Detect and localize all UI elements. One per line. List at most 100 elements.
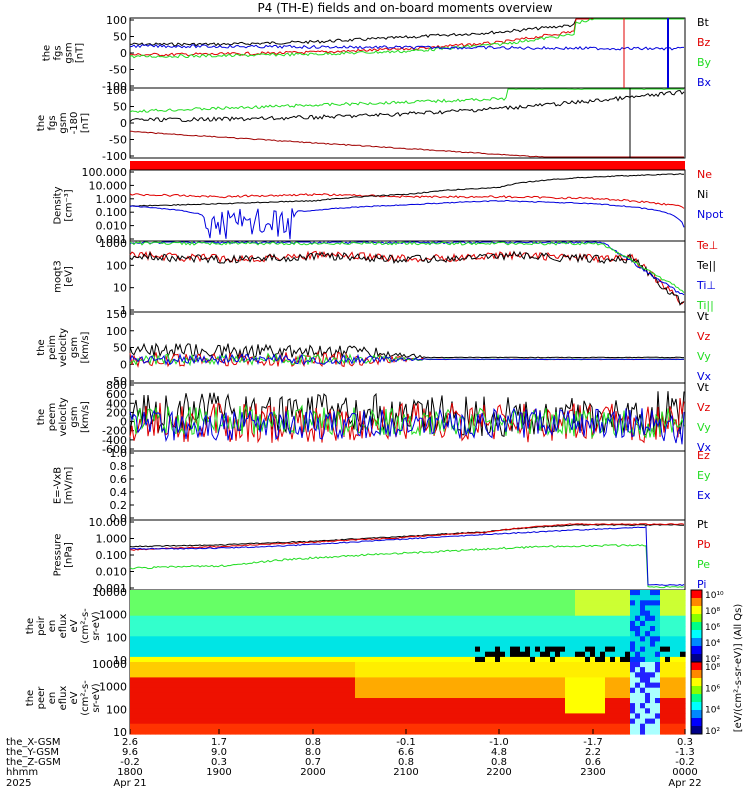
spectrogram-cell-electron [430, 687, 436, 694]
spectrogram-cell-ion [155, 626, 161, 632]
spectrogram-cell-electron [340, 703, 346, 709]
spectrogram-cell-ion [440, 615, 446, 622]
spectrogram-cell-ion [150, 641, 156, 648]
spectrogram-cell-ion [205, 610, 211, 617]
spectrogram-cell-electron [240, 708, 246, 714]
spectrogram-cell-electron [170, 703, 176, 709]
spectrogram-cell-ion [230, 620, 236, 627]
spectrogram-cell-ion [625, 626, 631, 632]
spectrogram-cell-electron [525, 692, 531, 699]
spectrogram-cell-electron [460, 698, 466, 704]
spectrogram-cell-ion [245, 590, 251, 596]
spectrogram-cell-ion [390, 605, 396, 612]
spectrogram-cell-electron [405, 682, 411, 689]
spectrogram-cell-electron [285, 698, 291, 704]
spectrogram-cell-electron [520, 687, 526, 694]
spectrogram-cell-electron [420, 692, 426, 699]
spectrogram-cell-ion [225, 636, 231, 642]
spectrogram-cell-electron [510, 728, 516, 735]
panel-frame [129, 311, 686, 384]
spectrogram-cell-ion [380, 631, 386, 637]
series-Vx-i [129, 352, 685, 366]
spectrogram-cell-ion [495, 605, 501, 612]
spectrogram-cell-electron [130, 698, 136, 704]
spectrogram-cell-ion [375, 626, 381, 632]
colorbar-segment-electron [691, 702, 702, 711]
spectrogram-cell-electron [385, 692, 391, 699]
spectrogram-cell-ion [140, 615, 146, 622]
spectrogram-cell-ion [155, 656, 161, 663]
spectrogram-cell-ion [505, 641, 511, 648]
spectrogram-cell-electron [655, 667, 661, 673]
spectrogram-cell-electron [285, 662, 291, 668]
spectrogram-cell-electron [435, 677, 441, 684]
spectrogram-cell-electron [245, 728, 251, 735]
spectrogram-cell-ion [655, 620, 661, 627]
spectrogram-cell-ion [140, 595, 146, 601]
spectrogram-cell-ion [395, 590, 401, 596]
spectrogram-cell-ion [195, 651, 201, 658]
spectrogram-cell-electron [170, 667, 176, 673]
spectrogram-cell-electron [360, 718, 366, 725]
spectrogram-cell-electron [605, 682, 611, 689]
spectrogram-cell-electron [570, 682, 576, 689]
spectrogram-cell-electron [650, 692, 656, 699]
footer-value: 0.6 [585, 757, 601, 768]
spectrogram-cell-ion [280, 656, 286, 663]
spectrogram-cell-electron [450, 708, 456, 714]
spectrogram-cell-ion [365, 595, 371, 601]
spectrogram-cell-electron [140, 677, 146, 684]
spectrogram-cell-ion [320, 656, 326, 663]
spectrogram-cell-ion [585, 646, 591, 653]
spectrogram-cell-electron [635, 703, 641, 709]
spectrogram-cell-electron [355, 662, 361, 668]
spectrogram-cell-ion [230, 656, 236, 663]
spectrogram-cell-electron [590, 708, 596, 714]
spectrogram-cell-electron [145, 723, 151, 730]
footer-value: Apr 21 [113, 778, 146, 789]
spectrogram-cell-electron [660, 672, 666, 678]
spectrogram-cell-ion [215, 656, 221, 663]
spectrogram-cell-ion [350, 636, 356, 642]
spectrogram-cell-electron [390, 682, 396, 689]
spectrogram-cell-electron [265, 677, 271, 684]
spectrogram-cell-electron [540, 723, 546, 730]
spectrogram-cell-electron [520, 713, 526, 720]
spectrogram-cell-ion [215, 610, 221, 617]
spectrogram-cell-electron [245, 713, 251, 720]
spectrogram-cell-ion [145, 641, 151, 648]
y-tick-label: 0.010 [96, 220, 128, 233]
spectrogram-cell-electron [420, 667, 426, 673]
spectrogram-cell-ion [200, 600, 206, 606]
spectrogram-cell-ion [375, 646, 381, 653]
spectrogram-cell-ion [490, 656, 496, 663]
spectrogram-cell-ion [345, 620, 351, 627]
spectrogram-cell-ion [360, 626, 366, 632]
spectrogram-cell-ion [280, 590, 286, 596]
spectrogram-cell-ion [325, 620, 331, 627]
spectrogram-cell-electron [545, 667, 551, 673]
spectrogram-cell-ion [135, 626, 141, 632]
spectrogram-cell-electron [510, 708, 516, 714]
spectrogram-cell-ion [515, 620, 521, 627]
spectrogram-cell-ion [405, 595, 411, 601]
spectrogram-cell-ion [605, 646, 611, 653]
spectrogram-cell-ion [420, 646, 426, 653]
spectrogram-cell-electron [210, 662, 216, 668]
spectrogram-cell-ion [385, 641, 391, 648]
spectrogram-cell-electron [450, 682, 456, 689]
spectrogram-cell-ion [605, 636, 611, 642]
spectrogram-cell-ion [220, 610, 226, 617]
spectrogram-cell-electron [360, 662, 366, 668]
spectrogram-cell-electron [325, 703, 331, 709]
spectrogram-cell-ion [290, 631, 296, 637]
spectrogram-cell-ion [590, 631, 596, 637]
spectrogram-cell-ion [510, 600, 516, 606]
spectrogram-cell-ion [235, 656, 241, 663]
spectrogram-cell-ion [565, 595, 571, 601]
spectrogram-cell-ion [650, 641, 656, 648]
spectrogram-cell-electron [435, 687, 441, 694]
legend-entry: Vx [697, 441, 712, 454]
spectrogram-cell-electron [495, 677, 501, 684]
spectrogram-cell-electron [580, 682, 586, 689]
